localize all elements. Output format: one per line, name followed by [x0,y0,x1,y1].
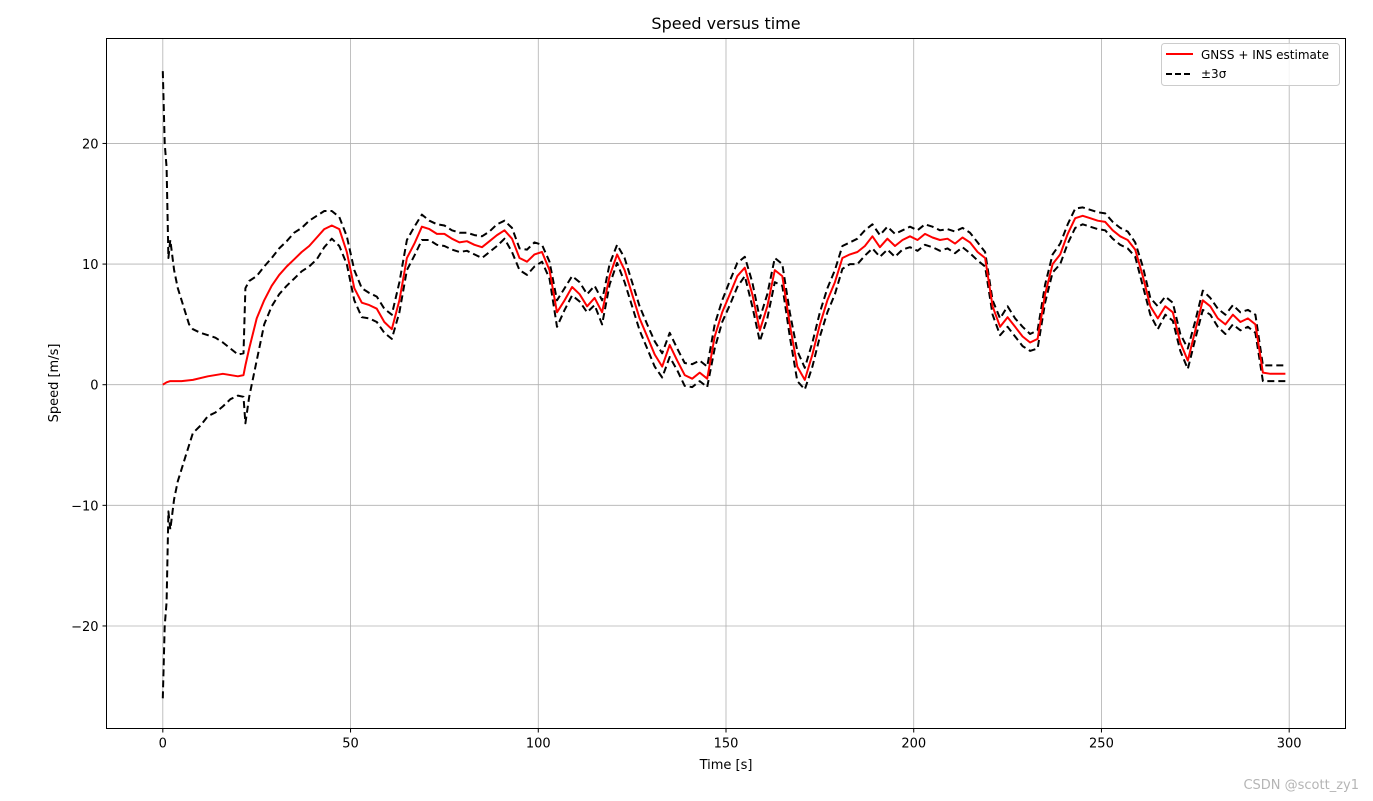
y-tick-label: 10 [82,258,99,273]
x-tick-label: 100 [526,737,551,752]
y-axis-label: Speed [m/s] [47,344,62,423]
x-tick-label: 0 [159,737,167,752]
x-tick-label: 50 [342,737,359,752]
legend-box [1161,43,1340,86]
sigma-band [161,71,1286,699]
sigma-lower-line [161,223,1286,699]
legend-sigma-label: ±3σ [1201,67,1227,81]
chart-title: Speed versus time [651,14,800,33]
grid-lines [106,38,1346,729]
estimate-line [162,214,1286,386]
y-tick-label: −10 [71,499,98,514]
axis-ticks: 0 50 100 150 200 250 300 −20 −10 0 10 20 [71,137,1302,751]
legend-estimate-label: GNSS + INS estimate [1201,48,1329,62]
legend: GNSS + INS estimate ±3σ [1161,43,1340,86]
x-axis-label: Time [s] [699,758,753,773]
watermark: CSDN @scott_zy1 [1243,778,1359,793]
x-tick-label: 200 [901,737,926,752]
x-tick-label: 250 [1089,737,1114,752]
x-tick-label: 150 [714,737,739,752]
x-tick-label: 300 [1277,737,1302,752]
y-tick-label: 0 [90,379,98,394]
y-tick-label: 20 [82,137,99,152]
y-tick-label: −20 [71,620,98,635]
sigma-upper-line [161,71,1286,369]
estimate-line-group [162,214,1286,386]
